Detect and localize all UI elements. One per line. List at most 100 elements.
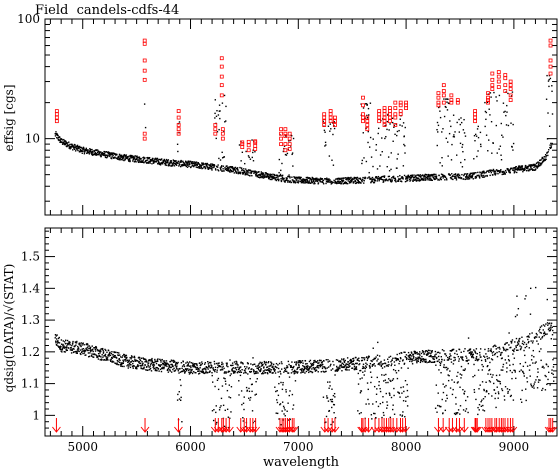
bottom-data-point <box>529 333 531 335</box>
bottom-data-point <box>426 350 429 353</box>
bottom-data-point <box>77 347 80 349</box>
bottom-data-point <box>305 368 308 370</box>
bottom-data-point <box>476 359 479 362</box>
bottom-data-point <box>476 352 479 355</box>
top-outlier-point <box>508 98 513 102</box>
top-data-point <box>326 178 328 181</box>
bottom-data-point <box>220 369 222 371</box>
bottom-data-point <box>87 356 90 358</box>
bottom-data-point <box>330 369 332 371</box>
top-data-point <box>377 178 379 180</box>
bottom-data-point <box>539 379 541 381</box>
bottom-data-point <box>152 362 154 364</box>
bottom-data-point <box>458 358 461 360</box>
bottom-data-point <box>423 353 425 355</box>
top-data-point <box>336 178 339 180</box>
top-data-point <box>417 177 419 180</box>
top-data-point <box>219 110 221 112</box>
top-data-point <box>158 162 161 164</box>
bottom-data-point <box>226 363 228 366</box>
bottom-data-point <box>396 358 398 361</box>
top-data-point <box>108 154 110 156</box>
top-data-point <box>509 171 512 173</box>
bottom-data-point <box>364 370 366 372</box>
top-data-point <box>453 173 455 176</box>
bottom-data-point <box>497 380 499 382</box>
bottom-data-point <box>240 371 243 373</box>
top-data-point <box>119 154 122 156</box>
top-data-point <box>464 178 466 181</box>
bottom-data-point <box>461 357 463 359</box>
top-data-point <box>536 162 538 164</box>
top-data-point <box>550 142 552 145</box>
bottom-data-point <box>398 391 400 394</box>
bottom-data-point <box>152 366 154 368</box>
bottom-data-point <box>370 359 372 362</box>
bottom-data-point <box>447 356 449 359</box>
bottom-data-point <box>515 337 518 340</box>
bottom-data-point <box>245 386 248 389</box>
top-data-point <box>218 128 220 131</box>
bottom-data-point <box>117 354 119 356</box>
top-data-point <box>502 171 504 174</box>
bottom-data-point <box>462 359 464 361</box>
bottom-data-point <box>383 359 386 361</box>
bottom-data-point <box>302 364 304 367</box>
bottom-data-point <box>57 340 59 342</box>
bottom-data-point <box>176 368 178 370</box>
bottom-data-point <box>339 361 342 363</box>
top-data-point <box>472 173 474 175</box>
bottom-data-point <box>106 358 109 360</box>
bottom-data-point <box>434 350 437 353</box>
top-data-point <box>283 145 286 147</box>
top-data-point <box>218 104 221 106</box>
bottom-data-point <box>173 367 175 370</box>
top-data-point <box>56 133 59 136</box>
top-data-point <box>370 181 372 184</box>
bottom-data-point <box>548 327 550 329</box>
top-data-point <box>250 170 253 173</box>
top-data-point <box>393 124 396 127</box>
top-data-point <box>488 108 490 110</box>
top-data-point <box>356 176 359 179</box>
bottom-data-point <box>279 403 282 405</box>
bottom-data-point <box>366 359 369 362</box>
top-data-point <box>72 146 75 148</box>
top-data-point <box>109 152 111 155</box>
top-data-point <box>543 156 546 158</box>
bottom-data-point <box>258 362 260 365</box>
top-data-point <box>403 135 406 137</box>
bottom-data-point <box>318 362 320 364</box>
bottom-data-point <box>328 409 331 412</box>
top-data-point <box>545 98 548 100</box>
bottom-data-point <box>329 365 332 367</box>
top-data-point <box>359 181 361 184</box>
bottom-data-point <box>537 343 539 345</box>
top-outlier-point <box>322 119 327 124</box>
top-data-point <box>503 171 506 173</box>
bottom-data-point <box>221 385 224 387</box>
top-data-point <box>551 113 554 115</box>
bottom-data-point <box>228 396 230 398</box>
top-outlier-point <box>382 119 387 124</box>
top-data-point <box>430 174 432 176</box>
top-data-point <box>285 179 287 182</box>
bottom-data-point <box>66 339 69 342</box>
bottom-data-point <box>105 356 107 358</box>
bottom-data-point <box>230 364 232 367</box>
top-outlier-point <box>54 115 59 120</box>
bottom-data-point <box>129 362 131 365</box>
bottom-data-point <box>296 368 298 371</box>
top-data-point <box>119 159 121 161</box>
bottom-data-point <box>102 349 104 352</box>
top-data-point <box>474 172 476 174</box>
top-outlier-point <box>365 127 370 132</box>
top-data-point <box>118 158 120 161</box>
top-data-point <box>497 173 499 175</box>
top-data-point <box>86 152 88 154</box>
bottom-data-point <box>491 359 494 361</box>
arrow-marker-head <box>377 426 387 433</box>
top-data-point <box>79 151 81 153</box>
bottom-data-point <box>67 343 69 346</box>
top-data-point <box>441 165 443 167</box>
